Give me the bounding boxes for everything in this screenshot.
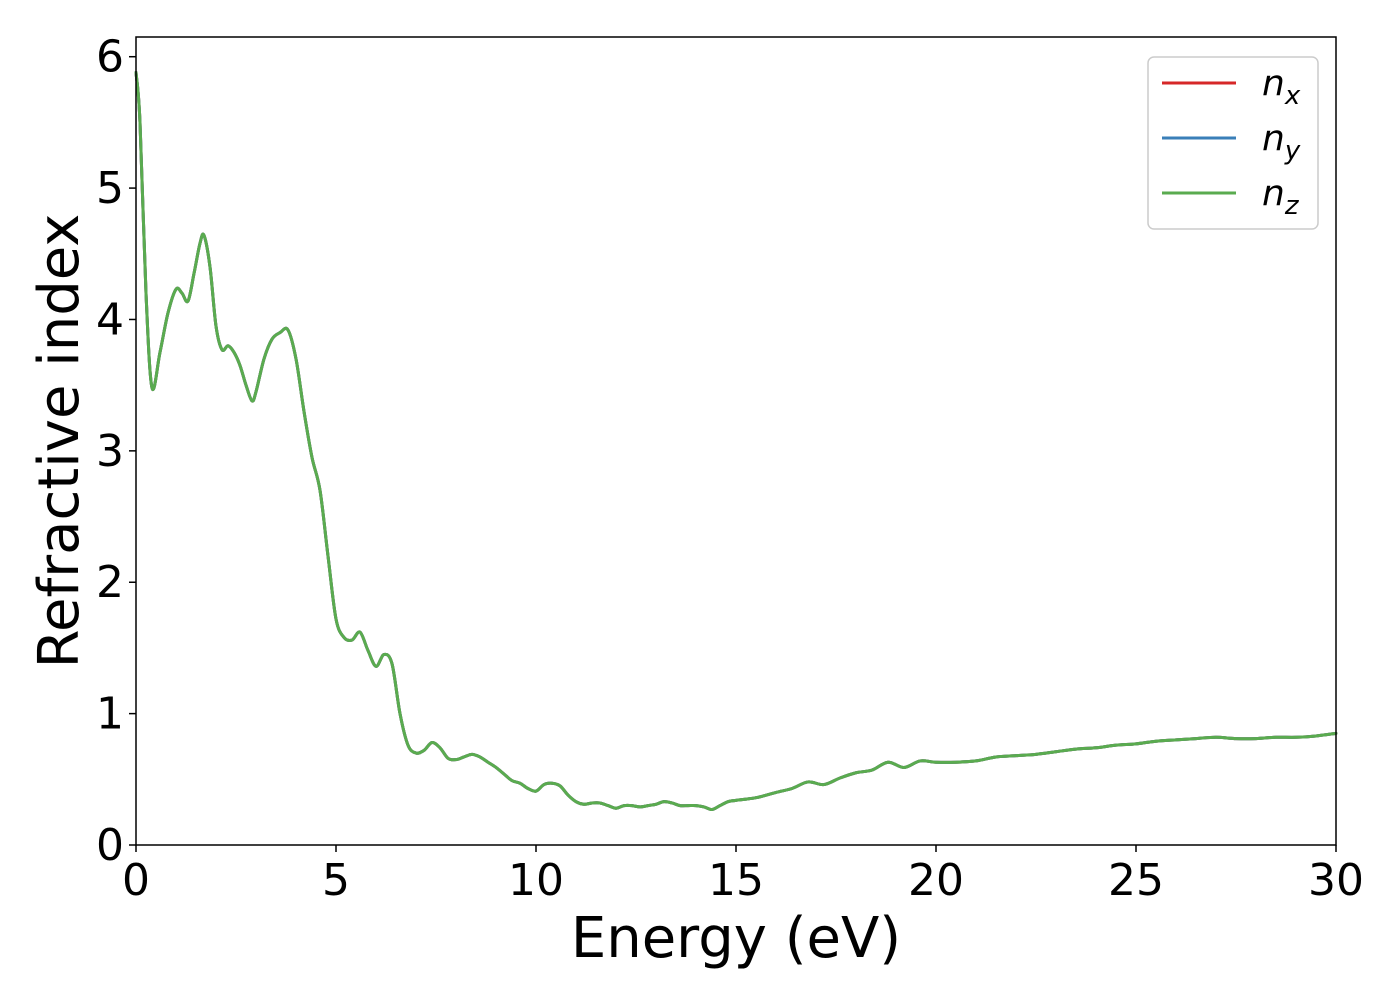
x-tick-label: 25	[1108, 855, 1164, 906]
plot-background	[136, 37, 1336, 845]
legend-label-y: ny	[1262, 118, 1301, 166]
legend-box	[1147, 56, 1319, 230]
x-tick-label: 0	[122, 855, 150, 906]
x-tick-label: 10	[508, 855, 564, 906]
y-tick-label: 1	[96, 689, 124, 740]
y-tick-label: 5	[96, 163, 124, 214]
y-tick-label: 4	[96, 294, 124, 345]
legend: nx ny nz	[1147, 56, 1319, 230]
legend-label-z: nz	[1262, 173, 1300, 221]
x-tick-label: 30	[1308, 855, 1364, 906]
series-layer	[134, 70, 1338, 812]
y-tick-label: 2	[96, 557, 124, 608]
y-tick-label: 6	[96, 32, 124, 83]
x-tick-label: 15	[708, 855, 764, 906]
x-tick-label: 5	[322, 855, 350, 906]
y-axis-label: Refractive index	[27, 214, 92, 669]
y-tick-label: 0	[96, 820, 124, 871]
x-axis-label: Energy (eV)	[571, 906, 901, 971]
series-line-z	[134, 70, 1338, 812]
x-axis: 0 5 10 15 20 25 30	[122, 845, 1364, 906]
y-axis: 0 1 2 3 4 5 6	[96, 32, 136, 871]
y-tick-label: 3	[96, 426, 124, 477]
legend-label-x: nx	[1262, 63, 1301, 111]
x-tick-label: 20	[908, 855, 964, 906]
